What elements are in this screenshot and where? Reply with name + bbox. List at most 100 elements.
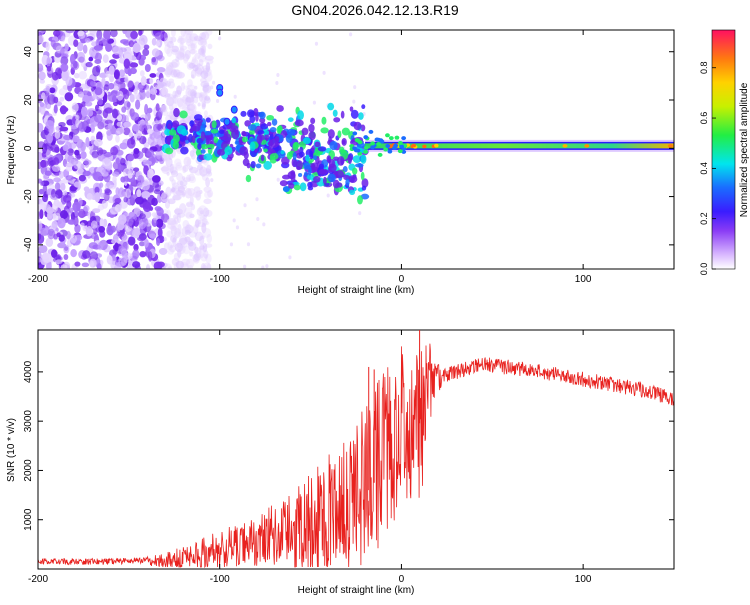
noise-blob bbox=[205, 30, 213, 36]
signal-blob bbox=[255, 113, 259, 122]
signal-blob bbox=[203, 153, 213, 161]
noise-blob bbox=[172, 94, 179, 104]
noise-blob bbox=[72, 201, 81, 212]
noise-blob bbox=[169, 244, 174, 249]
noise-blob bbox=[141, 180, 150, 191]
noise-blob bbox=[199, 210, 204, 215]
noise-blob bbox=[123, 89, 130, 100]
noise-blob bbox=[204, 95, 211, 101]
signal-blob bbox=[379, 139, 385, 144]
noise-blob bbox=[134, 196, 145, 205]
y-tick-label: 2000 bbox=[23, 459, 34, 482]
noise-blob bbox=[197, 219, 202, 224]
signal-blob bbox=[353, 121, 362, 131]
noise-blob bbox=[194, 231, 204, 242]
noise-blob bbox=[101, 168, 111, 174]
signal-blob bbox=[240, 110, 247, 117]
noise-blob bbox=[104, 107, 113, 114]
noise-blob bbox=[116, 114, 122, 122]
signal-blob bbox=[363, 149, 369, 154]
noise-blob bbox=[84, 38, 91, 43]
noise-blob bbox=[45, 41, 50, 52]
snr-panel: -200 -100 0 100 1000 2000 3000 4000 Height of … bbox=[6, 329, 675, 596]
noise-blob bbox=[191, 103, 197, 113]
signal-blob bbox=[288, 182, 295, 189]
signal-blob bbox=[345, 178, 350, 186]
signal-blob bbox=[282, 186, 290, 193]
signal-blob bbox=[210, 129, 219, 134]
noise-blob bbox=[85, 226, 93, 237]
signal-blob bbox=[266, 114, 275, 121]
signal-blob bbox=[293, 184, 301, 191]
noise-blob bbox=[110, 30, 118, 38]
signal-blob bbox=[360, 124, 366, 132]
noise-blob bbox=[99, 218, 105, 228]
noise-blob bbox=[102, 157, 112, 167]
noise-blob bbox=[177, 245, 186, 255]
signal-blob bbox=[360, 154, 367, 164]
noise-blob bbox=[58, 121, 66, 127]
signal-blob bbox=[318, 168, 328, 175]
signal-blob bbox=[246, 162, 251, 169]
noise-blob bbox=[60, 264, 68, 269]
noise-blob bbox=[182, 164, 189, 173]
noise-blob bbox=[170, 235, 177, 243]
signal-blob bbox=[398, 141, 403, 146]
signal-blob bbox=[328, 158, 336, 169]
noise-blob bbox=[202, 168, 212, 174]
noise-blob bbox=[185, 87, 192, 98]
noise-blob bbox=[133, 147, 140, 155]
signal-blob bbox=[376, 137, 381, 142]
noise-blob bbox=[144, 103, 149, 115]
signal-blob bbox=[292, 151, 297, 161]
noise-blob bbox=[58, 234, 65, 242]
signal-blob bbox=[269, 126, 277, 133]
snr-y-axis: 1000 2000 3000 4000 bbox=[23, 360, 674, 531]
spectrogram-heatmap bbox=[38, 30, 674, 269]
noise-blob bbox=[73, 160, 83, 170]
noise-blob bbox=[168, 103, 174, 111]
signal-blob bbox=[243, 151, 249, 160]
signal-blob bbox=[357, 195, 363, 205]
noise-blob bbox=[155, 40, 161, 47]
noise-blob bbox=[158, 235, 165, 241]
signal-blob bbox=[207, 143, 215, 148]
noise-blob bbox=[67, 219, 76, 225]
noise-blob bbox=[57, 217, 66, 229]
noise-blob bbox=[54, 130, 61, 140]
noise-blob bbox=[276, 72, 280, 77]
noise-blob bbox=[122, 250, 129, 260]
noise-blob bbox=[151, 175, 161, 183]
noise-blob bbox=[210, 178, 214, 183]
noise-blob bbox=[177, 232, 184, 237]
signal-blob bbox=[357, 151, 363, 156]
y-tick-label: 0 bbox=[23, 145, 34, 151]
noise-blob bbox=[60, 182, 66, 191]
signal-blob bbox=[285, 134, 293, 143]
noise-blob bbox=[246, 242, 251, 247]
noise-blob bbox=[135, 99, 141, 110]
noise-blob bbox=[101, 199, 108, 209]
noise-blob bbox=[171, 30, 176, 37]
noise-blob bbox=[82, 44, 88, 54]
noise-blob bbox=[103, 31, 111, 42]
noise-blob bbox=[210, 85, 214, 90]
noise-blob bbox=[90, 124, 95, 134]
noise-blob bbox=[188, 173, 195, 182]
noise-blob bbox=[158, 139, 163, 147]
noise-blob bbox=[190, 89, 198, 99]
noise-blob bbox=[160, 166, 170, 172]
noise-blob bbox=[199, 214, 207, 222]
noise-blob bbox=[101, 77, 106, 86]
noise-blob bbox=[163, 237, 167, 242]
snr-y-label: SNR (10 * v/v) bbox=[6, 418, 17, 482]
noise-blob bbox=[63, 244, 70, 254]
signal-blob bbox=[376, 141, 381, 146]
signal-blob bbox=[309, 151, 314, 160]
noise-blob bbox=[176, 172, 183, 182]
noise-blob bbox=[184, 229, 191, 235]
signal-blob bbox=[270, 138, 279, 148]
noise-blob bbox=[170, 170, 179, 178]
noise-blob bbox=[77, 141, 84, 153]
